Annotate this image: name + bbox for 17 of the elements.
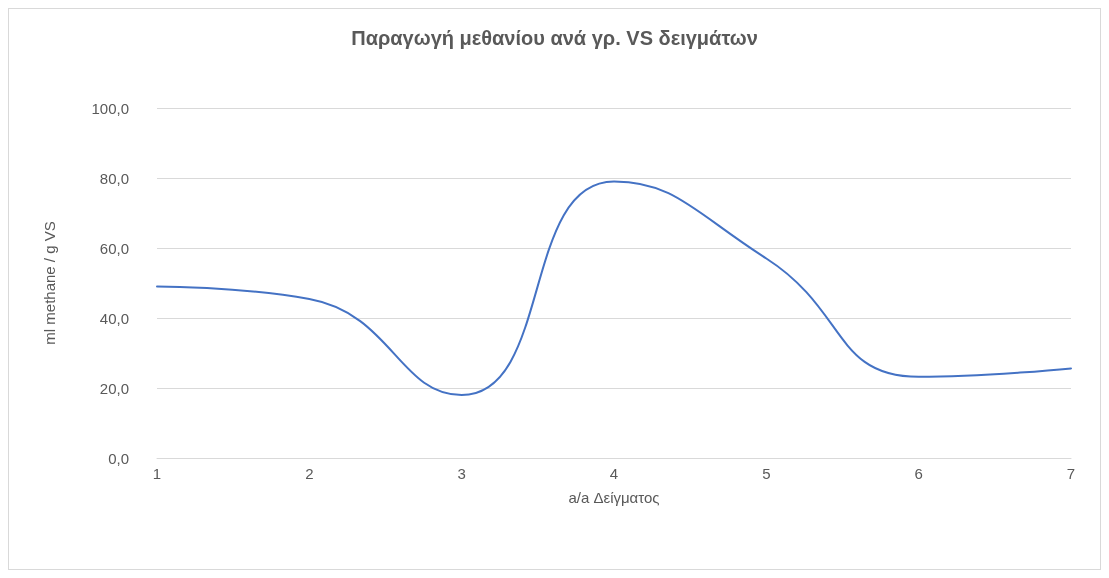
y-tick-label: 80,0 [99, 169, 129, 187]
x-tick-label: 3 [457, 465, 466, 482]
x-axis-title: a/a Δείγματος [568, 489, 660, 506]
x-tick-label: 1 [152, 465, 162, 482]
x-tick-label: 5 [762, 465, 771, 482]
x-tick-label: 4 [609, 465, 619, 482]
y-axis-title: ml methane / g VS [41, 221, 58, 345]
x-tick-label: 2 [305, 465, 314, 482]
chart-title: Παραγωγή μεθανίου ανά γρ. VS δειγμάτων [351, 27, 758, 49]
x-tick-label: 7 [1066, 465, 1076, 482]
y-tick-label: 60,0 [99, 239, 129, 257]
x-tick-label: 6 [914, 465, 923, 482]
line-series [156, 180, 1072, 396]
y-tick-label: 20,0 [99, 379, 129, 397]
y-tick-label: 40,0 [99, 309, 129, 327]
y-tick-label: 100,0 [91, 99, 129, 117]
y-tick-label: 0,0 [108, 449, 129, 467]
